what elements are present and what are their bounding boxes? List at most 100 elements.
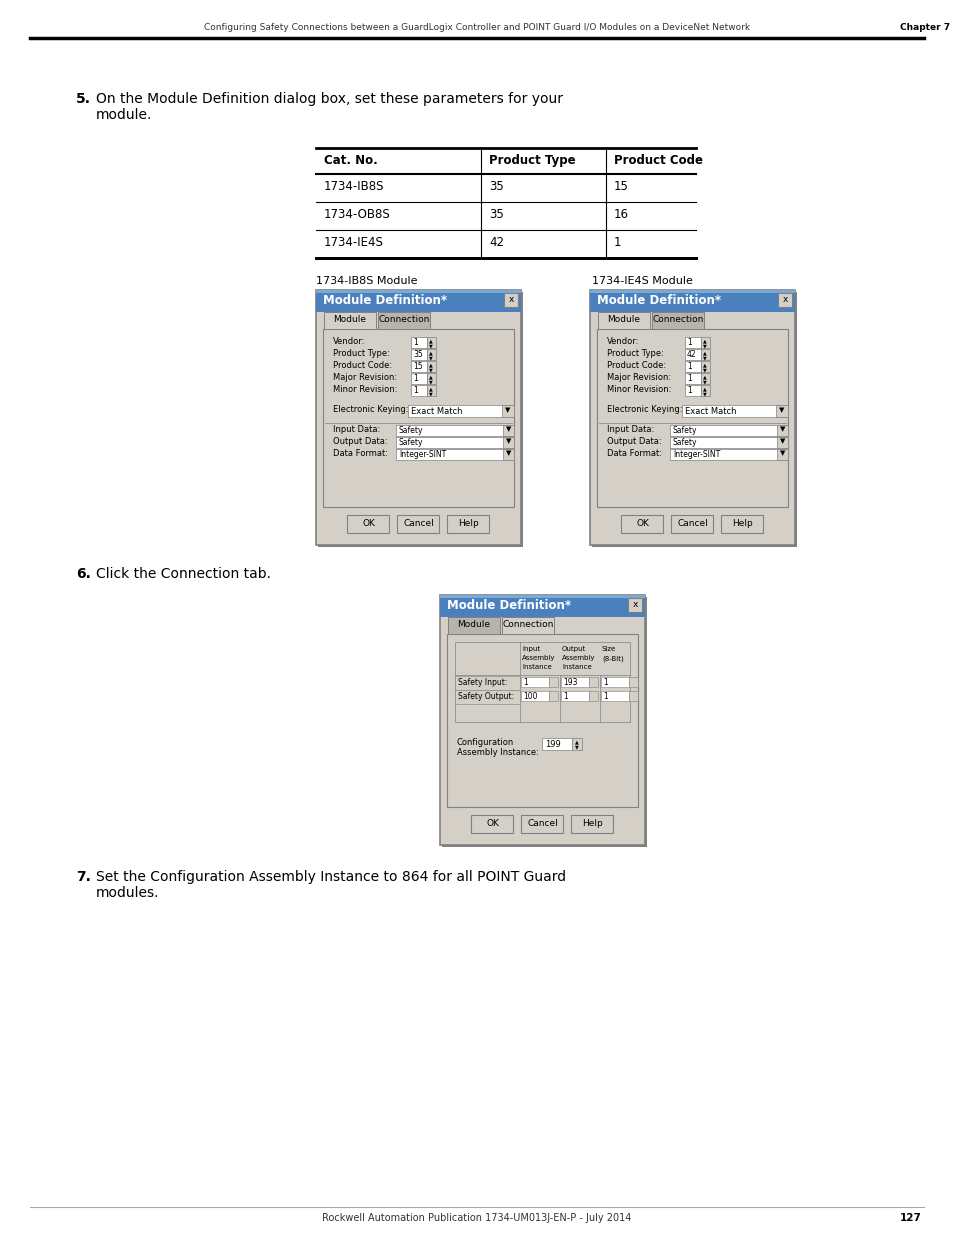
Text: Module: Module <box>334 315 366 324</box>
Text: Output: Output <box>561 646 586 652</box>
Text: 35: 35 <box>489 207 503 221</box>
Text: 5.: 5. <box>76 91 91 106</box>
Text: Safety: Safety <box>398 426 423 435</box>
Text: 7.: 7. <box>76 869 91 884</box>
Text: Input: Input <box>521 646 539 652</box>
Text: ▲: ▲ <box>429 374 433 379</box>
Text: Configuration
Assembly Instance:: Configuration Assembly Instance: <box>456 739 538 757</box>
Text: ▼: ▼ <box>429 354 433 359</box>
Text: OK: OK <box>485 819 498 827</box>
Text: Integer-SINT: Integer-SINT <box>672 450 720 459</box>
Text: Product Code: Product Code <box>614 154 702 167</box>
Bar <box>572 739 581 750</box>
Bar <box>669 425 787 436</box>
Bar <box>548 692 558 701</box>
Text: Safety: Safety <box>672 426 697 435</box>
Bar <box>700 337 709 348</box>
Bar <box>439 595 644 598</box>
Bar <box>651 312 703 329</box>
Text: 1: 1 <box>686 374 691 383</box>
Text: ▼: ▼ <box>702 367 706 372</box>
Text: Product Type:: Product Type: <box>606 350 663 358</box>
Bar <box>700 373 709 384</box>
Bar <box>455 676 519 690</box>
Bar <box>447 515 489 534</box>
Text: Input Data:: Input Data: <box>606 425 654 433</box>
Text: Assembly: Assembly <box>521 655 555 661</box>
Bar <box>315 290 520 312</box>
Text: Help: Help <box>457 519 478 529</box>
Text: 1: 1 <box>413 338 417 347</box>
Text: OK: OK <box>636 519 648 529</box>
Text: Vendor:: Vendor: <box>333 337 365 346</box>
Text: Connection: Connection <box>652 315 703 324</box>
Bar <box>427 373 436 384</box>
Bar <box>323 329 514 508</box>
Text: Module Definition*: Module Definition* <box>447 599 571 613</box>
Bar <box>501 405 514 417</box>
Text: ▼: ▼ <box>575 743 578 748</box>
Bar <box>502 437 514 448</box>
Text: Chapter 7: Chapter 7 <box>899 23 949 32</box>
Text: 42: 42 <box>489 236 503 249</box>
Text: Cancel: Cancel <box>677 519 707 529</box>
Text: 100: 100 <box>522 692 537 701</box>
Text: 42: 42 <box>686 350 696 359</box>
Text: Vendor:: Vendor: <box>606 337 639 346</box>
Bar <box>427 385 436 396</box>
Bar <box>411 361 427 372</box>
Text: Instance: Instance <box>521 664 551 671</box>
Text: ▼: ▼ <box>779 408 784 412</box>
Bar <box>439 595 644 618</box>
Text: Module Definition*: Module Definition* <box>597 294 720 308</box>
Bar <box>520 692 548 701</box>
Bar <box>588 677 598 687</box>
Bar <box>684 385 700 396</box>
Text: On the Module Definition dialog box, set these parameters for your
module.: On the Module Definition dialog box, set… <box>96 91 562 122</box>
Text: ▲: ▲ <box>702 350 706 354</box>
Text: Help: Help <box>581 819 602 827</box>
Bar <box>778 293 791 308</box>
Bar <box>347 515 389 534</box>
Text: Module Definition*: Module Definition* <box>323 294 447 308</box>
Bar <box>681 405 787 417</box>
Text: Data Format:: Data Format: <box>606 450 661 458</box>
Text: ▼: ▼ <box>429 367 433 372</box>
Bar <box>628 692 638 701</box>
Text: 1: 1 <box>686 362 691 370</box>
Bar <box>395 437 514 448</box>
Text: Product Type:: Product Type: <box>333 350 390 358</box>
Bar <box>324 312 375 329</box>
Text: ▼: ▼ <box>506 426 511 432</box>
Text: Product Code:: Product Code: <box>606 361 665 370</box>
Text: ▲: ▲ <box>429 338 433 343</box>
Text: Major Revision:: Major Revision: <box>606 373 670 382</box>
Text: OK: OK <box>362 519 375 529</box>
Bar <box>411 373 427 384</box>
Text: ▼: ▼ <box>780 450 785 456</box>
Text: Input Data:: Input Data: <box>333 425 380 433</box>
Text: ▼: ▼ <box>429 379 433 384</box>
Bar <box>589 290 794 545</box>
Text: Module: Module <box>607 315 639 324</box>
Text: Safety Input:: Safety Input: <box>457 678 507 687</box>
Bar <box>775 405 787 417</box>
Bar <box>560 692 588 701</box>
Text: 1: 1 <box>413 374 417 383</box>
Text: Output Data:: Output Data: <box>333 437 387 446</box>
Bar <box>448 618 499 634</box>
Text: ▼: ▼ <box>505 408 510 412</box>
Text: 6.: 6. <box>76 567 91 580</box>
Text: Safety: Safety <box>398 438 423 447</box>
Bar <box>589 290 794 293</box>
Bar <box>720 515 762 534</box>
Text: ▼: ▼ <box>702 379 706 384</box>
Bar <box>776 450 787 459</box>
Text: Electronic Keying:: Electronic Keying: <box>333 405 408 414</box>
Bar <box>502 450 514 459</box>
Bar <box>315 290 520 293</box>
Text: 1734-IE4S: 1734-IE4S <box>324 236 383 249</box>
Bar <box>600 677 628 687</box>
Text: 1734-OB8S: 1734-OB8S <box>324 207 391 221</box>
Text: 1734-IE4S Module: 1734-IE4S Module <box>592 275 692 287</box>
